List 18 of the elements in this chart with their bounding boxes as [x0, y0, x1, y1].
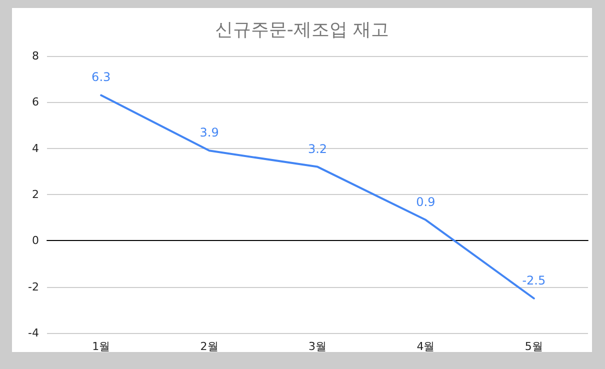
x-tick-label: 5월	[524, 340, 543, 353]
data-label: 3.2	[308, 142, 328, 156]
y-tick-label: 2	[32, 188, 39, 201]
y-tick-label: -4	[28, 326, 39, 340]
data-label: 6.3	[92, 70, 111, 84]
y-tick-label: 6	[32, 96, 39, 109]
x-tick-label: 1월	[92, 340, 110, 353]
data-label: 3.9	[200, 126, 219, 140]
y-tick-label: 4	[32, 142, 39, 155]
data-label: 0.9	[416, 194, 436, 209]
y-tick-label: 8	[32, 50, 39, 62]
x-tick-label: 2월	[200, 340, 218, 353]
y-tick-label: 0	[32, 234, 39, 248]
chart-title: 신규주문-제조업 재고	[214, 20, 390, 40]
data-label: -2.5	[522, 273, 546, 288]
x-tick-label: 4월	[416, 340, 435, 353]
x-tick-label: 3월	[308, 340, 326, 353]
y-tick-label: -2	[28, 280, 39, 294]
